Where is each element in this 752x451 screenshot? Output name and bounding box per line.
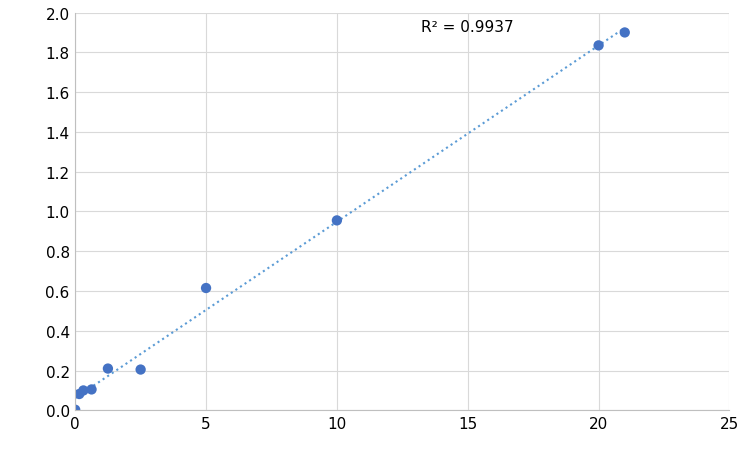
Point (69, 406, 81, 414)
Text: R² = 0.9937: R² = 0.9937 (420, 19, 514, 34)
Point (73, 391, 85, 398)
Point (135, 366, 147, 373)
Point (619, 30, 631, 37)
Point (593, 43, 605, 50)
Point (102, 365, 114, 373)
Point (86, 386, 98, 393)
Point (200, 285, 212, 292)
Point (331, 217, 343, 225)
Point (77, 387, 89, 394)
